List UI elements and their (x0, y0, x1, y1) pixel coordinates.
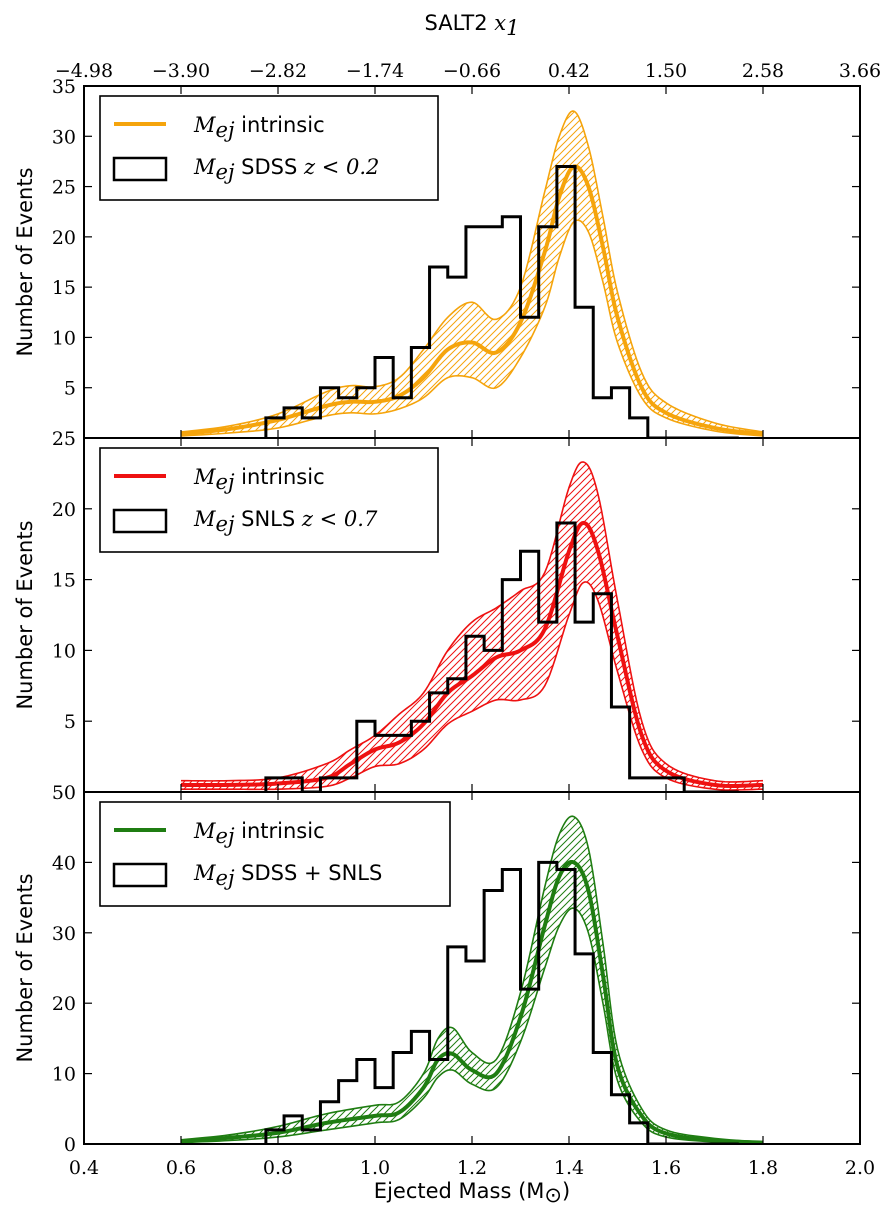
legend-entry: Mej SDSS z < 0.2 (193, 155, 379, 184)
y-tick-label: 15 (52, 570, 76, 592)
chart-panel-3: 0 10 20 30 40 50 Number of Events Mej intrinsic… (13, 782, 861, 1156)
intrinsic-upper-line (180, 461, 764, 783)
plot-area (180, 815, 764, 1144)
data-histogram (264, 164, 739, 438)
y-tick-label: 35 (52, 76, 76, 98)
x-tick-label: 1.2 (457, 1157, 487, 1179)
x-tick-label: 1.6 (651, 1157, 681, 1179)
y-tick-label: 25 (52, 428, 76, 450)
x-tick-label: 0.8 (263, 1157, 293, 1179)
legend-entry: Mej intrinsic (193, 819, 325, 848)
y-axis-label: Number of Events (13, 873, 37, 1062)
legend-box (99, 447, 439, 553)
y-tick-label: 10 (52, 640, 76, 662)
intrinsic-upper-line (180, 815, 764, 1143)
y-tick-label: 10 (52, 327, 76, 349)
y-axis-label: Number of Events (13, 167, 37, 356)
legend-hist-swatch (112, 508, 168, 534)
top-tick-label: −3.90 (152, 60, 210, 82)
intrinsic-lower-line (180, 907, 764, 1144)
legend-entry: Mej SNLS z < 0.7 (193, 507, 378, 536)
intrinsic-band (181, 462, 763, 790)
legend-entry: Mej SDSS + SNLS (193, 861, 382, 890)
y-axis-label: Number of Events (13, 520, 37, 709)
x-tick-label: 1.8 (748, 1157, 778, 1179)
x-tick-label: 1.4 (554, 1157, 584, 1179)
legend-entry: Mej intrinsic (193, 113, 325, 142)
legend-hist-swatch (112, 156, 168, 182)
y-tick-label: 15 (52, 277, 76, 299)
data-histogram (264, 521, 739, 792)
top-axis-label: SALT2 x1 (425, 11, 520, 40)
y-tick-label: 50 (52, 782, 76, 804)
intrinsic-band (181, 111, 763, 436)
x-tick-label: 2.0 (845, 1157, 875, 1179)
intrinsic-line (180, 520, 764, 788)
legend-box (99, 801, 451, 907)
data-histogram (264, 860, 739, 1144)
y-tick-label: 10 (52, 1064, 76, 1086)
top-tick-label: −0.66 (443, 60, 501, 82)
top-tick-label: −1.74 (346, 60, 404, 82)
top-tick-label: 2.58 (742, 60, 784, 82)
legend-hist-swatch (112, 862, 168, 888)
chart-panel-2: 5 10 15 20 25 Number of Events Mej intrinsic Me… (13, 428, 861, 793)
plot-area (180, 110, 764, 438)
x-tick-label: 0.4 (69, 1157, 99, 1179)
y-tick-label: 25 (52, 177, 76, 199)
plot-area (180, 461, 764, 792)
top-tick-label: −4.98 (55, 60, 113, 82)
y-tick-label: 5 (64, 711, 76, 733)
x-tick-label: 0.6 (166, 1157, 196, 1179)
y-tick-label: 40 (52, 852, 76, 874)
legend-entry: Mej intrinsic (193, 465, 325, 494)
y-tick-label: 5 (64, 378, 76, 400)
y-tick-label: 20 (52, 499, 76, 521)
y-tick-label: 30 (52, 126, 76, 148)
intrinsic-lower-line (180, 219, 764, 437)
intrinsic-upper-line (180, 110, 764, 433)
top-tick-label: −2.82 (249, 60, 307, 82)
top-tick-label: 1.50 (645, 60, 687, 82)
intrinsic-line (180, 164, 764, 436)
y-tick-label: 20 (52, 993, 76, 1015)
intrinsic-lower-line (181, 581, 764, 791)
legend-box (99, 95, 439, 201)
top-tick-label: 0.42 (548, 60, 590, 82)
x-tick-label: 1.0 (360, 1157, 390, 1179)
x-axis-label: Ejected Mass (M⊙) (374, 1179, 570, 1207)
top-tick-label: 3.66 (839, 60, 881, 82)
chart-panel-1: 5 10 15 20 25 30 35 Number of Events Mej intrins… (13, 76, 861, 439)
y-tick-label: 20 (52, 227, 76, 249)
y-tick-label: 0 (64, 1134, 76, 1156)
y-tick-label: 30 (52, 923, 76, 945)
